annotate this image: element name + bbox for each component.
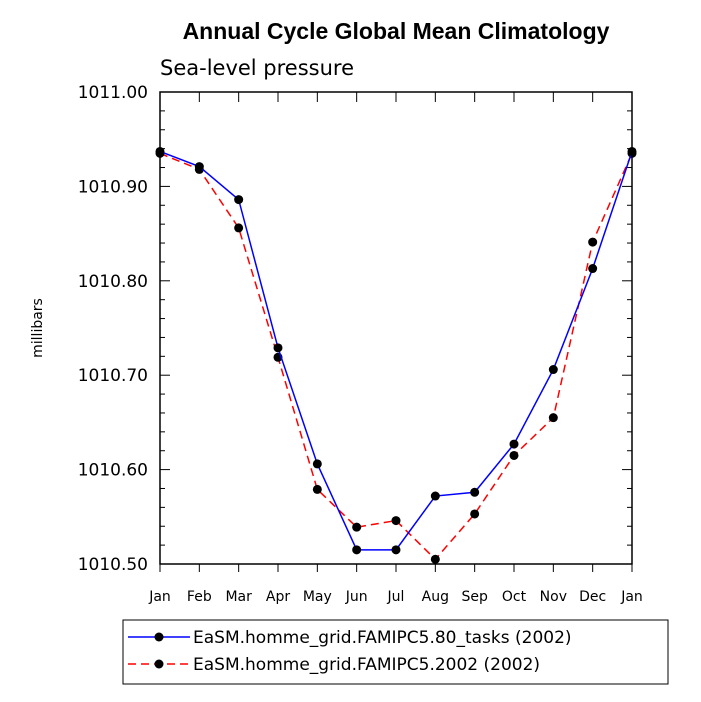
x-tick-label: Oct [502, 589, 527, 605]
data-point [391, 545, 401, 555]
data-point [509, 450, 519, 460]
x-tick-label: May [303, 589, 332, 605]
legend: EaSM.homme_grid.FAMIPC5.80_tasks (2002) E… [122, 619, 669, 685]
legend-marker [154, 632, 164, 642]
data-point [430, 491, 440, 501]
y-tick-label: 1010.90 [78, 177, 148, 197]
series-line [159, 150, 633, 551]
x-tick-label: Jun [345, 589, 368, 605]
x-tick-label: Jan [148, 589, 171, 605]
data-point [234, 223, 244, 233]
series-1 [155, 146, 637, 555]
x-tick-label: Dec [579, 589, 606, 605]
series-layer [155, 146, 637, 564]
series-2 [155, 148, 637, 564]
data-point [588, 264, 598, 274]
x-tick-label: Jul [387, 589, 405, 605]
y-tick-label: 1010.60 [78, 461, 148, 481]
data-point [234, 195, 244, 205]
y-tick-label: 1010.50 [78, 555, 148, 575]
series-line [159, 152, 633, 561]
data-point [312, 459, 322, 469]
data-point [352, 522, 362, 532]
data-point [548, 365, 558, 375]
x-tick-label: Sep [461, 589, 488, 605]
x-tick-label: Jan [620, 589, 643, 605]
data-point [312, 484, 322, 494]
legend-item-2: EaSM.homme_grid.FAMIPC5.2002 (2002) [128, 655, 540, 675]
axis-ticks [159, 91, 633, 572]
chart-title: Annual Cycle Global Mean Climatology [183, 18, 610, 44]
data-point [194, 162, 204, 172]
chart-subtitle: Sea-level pressure [160, 56, 354, 80]
data-point [391, 516, 401, 526]
data-point [273, 343, 283, 353]
legend-marker [154, 659, 164, 669]
x-tick-label: Nov [540, 589, 567, 605]
data-point [352, 545, 362, 555]
legend-label: EaSM.homme_grid.FAMIPC5.80_tasks (2002) [193, 628, 572, 648]
y-axis-label: millibars [30, 298, 46, 358]
data-point [470, 509, 480, 519]
y-tick-labels: 1010.50 1010.60 1010.70 1010.80 1010.90 1011.… [78, 83, 148, 575]
legend-item-1: EaSM.homme_grid.FAMIPC5.80_tasks (2002) [128, 628, 572, 648]
x-tick-label: Mar [225, 589, 252, 605]
data-point [548, 413, 558, 423]
x-tick-label: Aug [422, 589, 449, 605]
y-tick-label: 1010.70 [78, 366, 148, 386]
x-tick-labels: Jan Feb Mar Apr May Jun Jul Aug Sep Oct Nov Dec Jan [148, 589, 643, 605]
data-point [470, 487, 480, 497]
y-tick-label: 1010.80 [78, 272, 148, 292]
y-tick-label: 1011.00 [78, 83, 148, 103]
data-point [430, 554, 440, 564]
x-tick-label: Feb [187, 589, 212, 605]
data-point [509, 439, 519, 449]
legend-box [122, 619, 669, 685]
legend-label: EaSM.homme_grid.FAMIPC5.2002 (2002) [193, 655, 540, 675]
plot-frame [159, 91, 633, 565]
x-tick-label: Apr [266, 589, 290, 605]
data-point [588, 237, 598, 247]
